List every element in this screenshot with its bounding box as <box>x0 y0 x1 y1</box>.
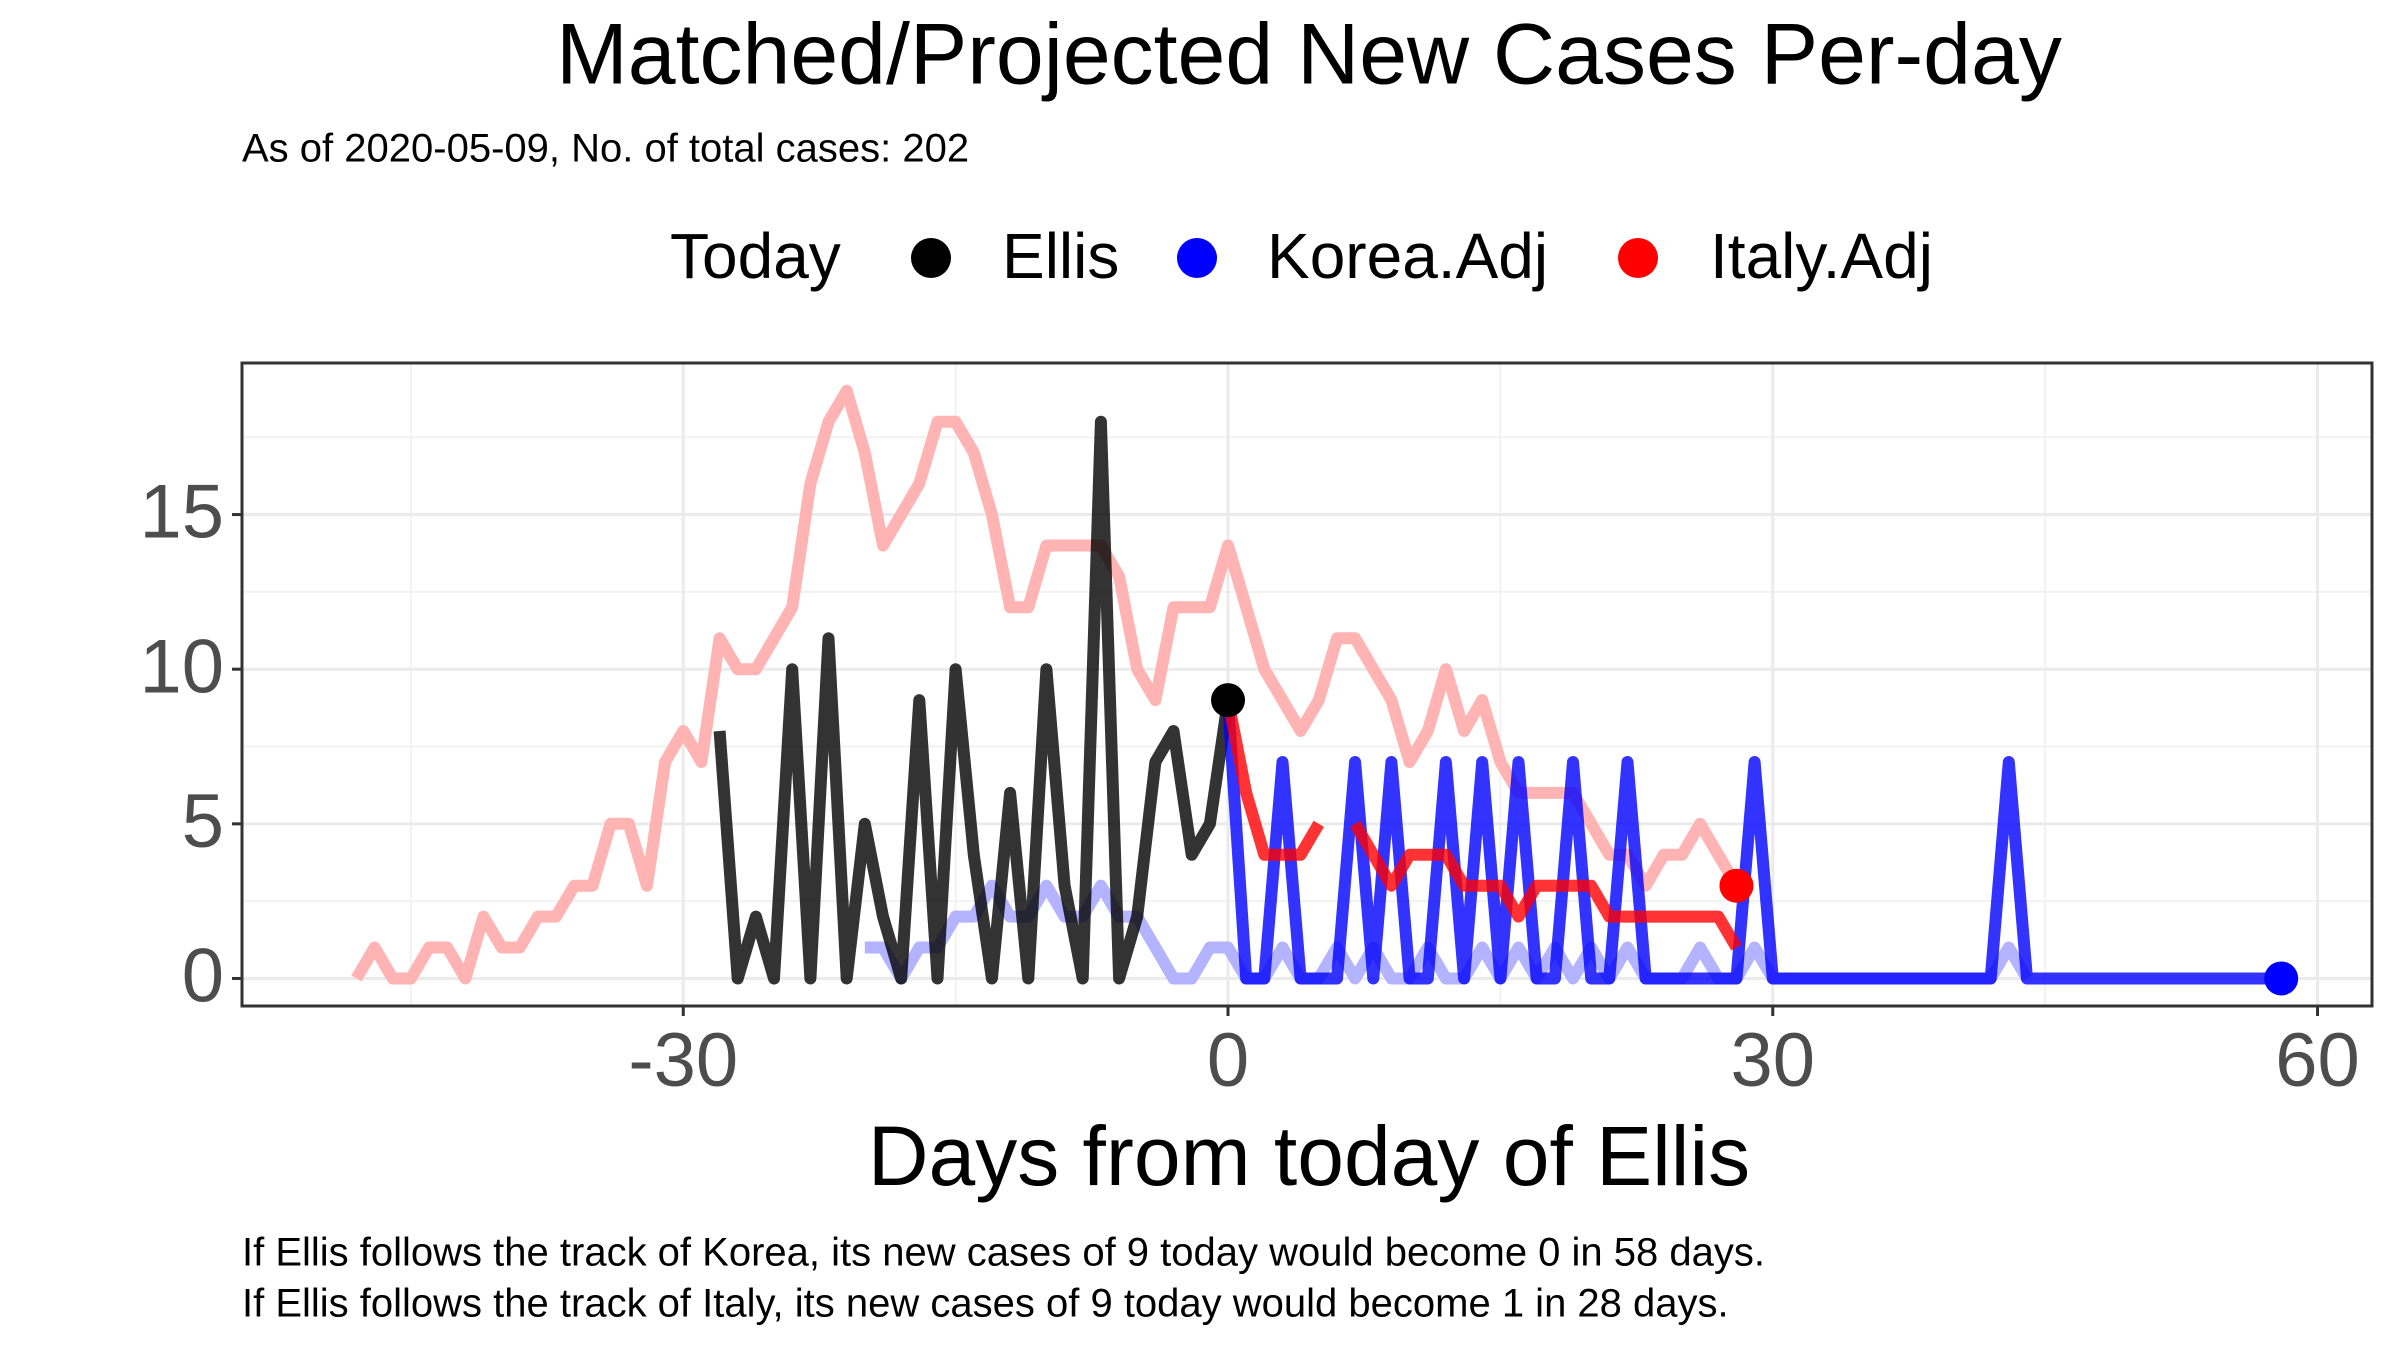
legend-swatch <box>1177 238 1217 278</box>
legend-swatch <box>1618 238 1658 278</box>
x-tick-label: 0 <box>1207 1018 1249 1103</box>
x-tick-label: -30 <box>628 1018 738 1103</box>
y-tick-label: 5 <box>182 779 224 864</box>
footnote: If Ellis follows the track of Italy, its… <box>242 1282 1729 1326</box>
y-tick-label: 10 <box>139 624 224 709</box>
today-point <box>1211 683 1246 718</box>
chart-title: Matched/Projected New Cases Per-day <box>556 7 2062 103</box>
series-line <box>1222 699 2282 985</box>
legend-title: Today <box>670 220 841 292</box>
x-tick-label: 30 <box>1730 1018 1815 1103</box>
legend-label: Ellis <box>1002 220 1119 292</box>
legend-label: Korea.Adj <box>1267 220 1548 292</box>
legend-swatch <box>911 238 951 278</box>
background-line <box>351 384 1742 985</box>
x-axis-label: Days from today of Ellis <box>868 1109 1750 1203</box>
plot-border <box>240 361 2374 1008</box>
y-tick-label: 0 <box>182 934 224 1019</box>
legend-label: Italy.Adj <box>1710 220 1933 292</box>
x-tick-label: 60 <box>2275 1018 2360 1103</box>
today-point <box>1719 868 1754 903</box>
series-line <box>1222 698 1742 951</box>
series-line <box>713 415 1234 985</box>
today-point <box>2264 961 2299 996</box>
footnote: If Ellis follows the track of Korea, its… <box>242 1231 1765 1275</box>
plot-area <box>351 384 2299 996</box>
y-tick-label: 15 <box>139 470 224 555</box>
chart-subtitle: As of 2020-05-09, No. of total cases: 20… <box>242 127 969 171</box>
